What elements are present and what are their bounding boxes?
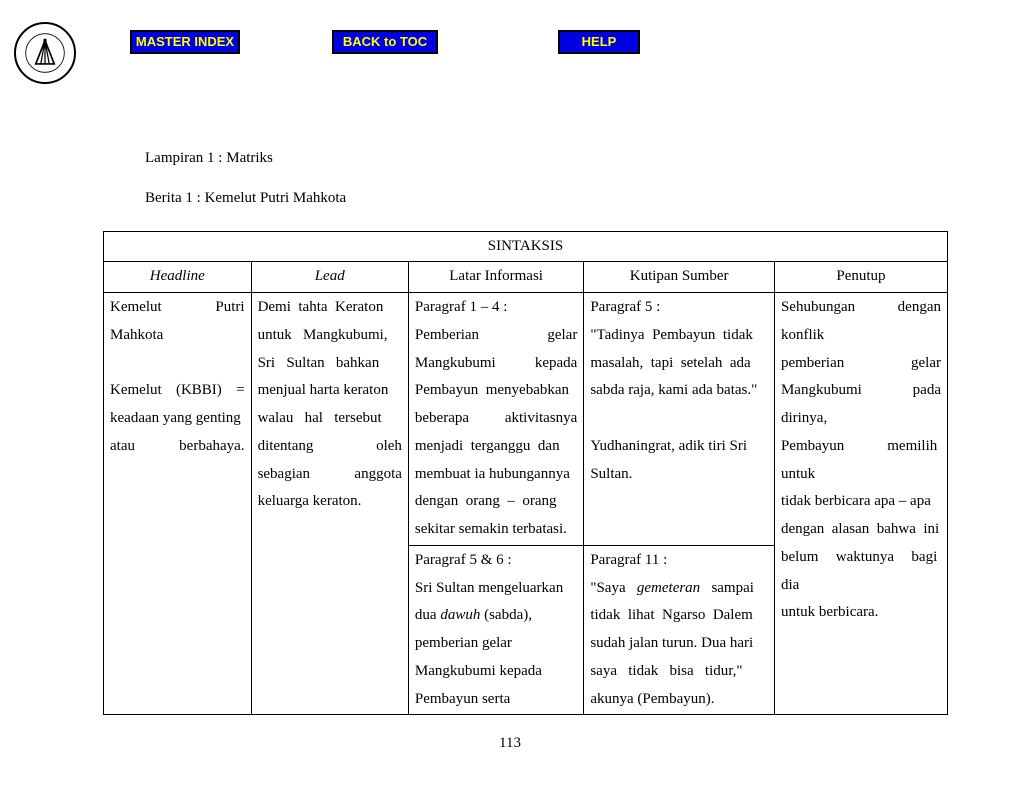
- table-header-top: SINTAKSIS: [104, 231, 948, 262]
- col-latar: Latar Informasi: [408, 262, 583, 293]
- sintaksis-table: SINTAKSIS Headline Lead Latar Informasi …: [103, 231, 948, 716]
- logo-graphic: [24, 32, 66, 74]
- page-number: 113: [0, 730, 1020, 758]
- university-logo: [14, 22, 76, 84]
- toolbar: MASTER INDEX BACK to TOC HELP: [130, 30, 640, 54]
- cell-headline: KemelutPutri Mahkota Kemelut(KBBI)= kead…: [104, 293, 252, 715]
- cell-latar-2: Paragraf 5 & 6 : Sri Sultan mengeluarkan…: [408, 545, 583, 715]
- cell-kutipan-2: Paragraf 11 : "Saya gemeteran sampai tid…: [584, 545, 775, 715]
- col-penutup: Penutup: [774, 262, 947, 293]
- back-to-toc-button[interactable]: BACK to TOC: [332, 30, 438, 54]
- cell-latar-1: Paragraf 1 – 4 : Pemberiangelar Mangkubu…: [408, 293, 583, 546]
- table-row: KemelutPutri Mahkota Kemelut(KBBI)= kead…: [104, 293, 948, 546]
- col-kutipan: Kutipan Sumber: [584, 262, 775, 293]
- cell-penutup: Sehubungan dengan konflik pemberiangelar…: [774, 293, 947, 715]
- document-content: Lampiran 1 : Matriks Berita 1 : Kemelut …: [145, 145, 985, 715]
- table-header-cols: Headline Lead Latar Informasi Kutipan Su…: [104, 262, 948, 293]
- master-index-button[interactable]: MASTER INDEX: [130, 30, 240, 54]
- berita-heading: Berita 1 : Kemelut Putri Mahkota: [145, 185, 985, 213]
- help-button[interactable]: HELP: [558, 30, 640, 54]
- cell-kutipan-1: Paragraf 5 : "Tadinya Pembayun tidak mas…: [584, 293, 775, 546]
- col-lead: Lead: [251, 262, 408, 293]
- col-headline: Headline: [104, 262, 252, 293]
- cell-lead: Demi tahta Keraton untuk Mangkubumi, Sri…: [251, 293, 408, 715]
- lampiran-heading: Lampiran 1 : Matriks: [145, 145, 985, 173]
- table-title: SINTAKSIS: [104, 231, 948, 262]
